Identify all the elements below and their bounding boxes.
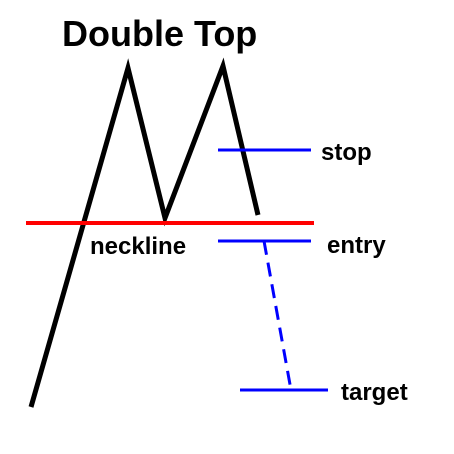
- target-projection-dashed-line: [262, 240, 293, 391]
- entry-label: entry: [327, 232, 386, 259]
- price-path: [28, 57, 261, 408]
- stop-label: stop: [321, 139, 372, 166]
- diagram-title: Double Top: [62, 13, 257, 54]
- target-label: target: [341, 379, 408, 406]
- neckline-label: neckline: [90, 233, 186, 260]
